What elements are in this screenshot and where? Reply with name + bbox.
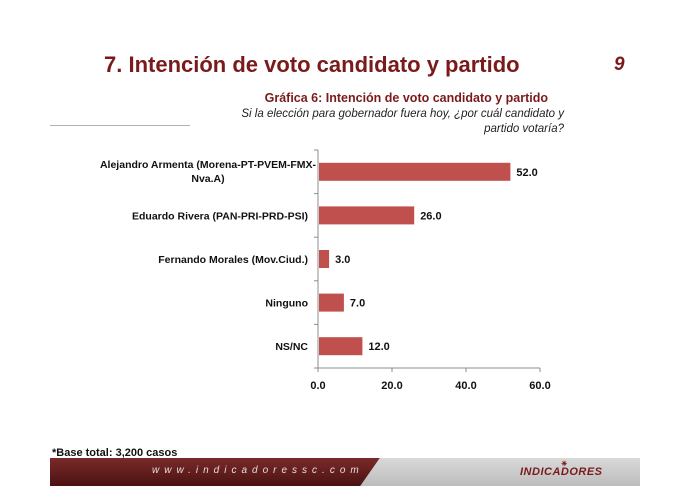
footnote-base: *Base total: 3,200 casos bbox=[52, 447, 178, 459]
logo-swirl-icon: ⁕ bbox=[560, 459, 569, 470]
chart-title: Gráfica 6: Intención de voto candidato y… bbox=[264, 91, 548, 105]
page-number: 9 bbox=[614, 54, 625, 75]
category-label: Alejandro Armenta (Morena-PT-PVEM-FMX-Nv… bbox=[100, 159, 317, 185]
indicadores-logo: INDICADORES bbox=[520, 466, 603, 478]
bar-value-label: 52.0 bbox=[516, 167, 537, 179]
category-label: Eduardo Rivera (PAN-PRI-PRD-PSI) bbox=[132, 210, 308, 222]
bar-value-label: 12.0 bbox=[368, 341, 389, 353]
category-label: Ninguno bbox=[265, 298, 308, 310]
x-tick-label: 20.0 bbox=[381, 380, 402, 392]
bar bbox=[319, 162, 511, 181]
footer-band: www.indicadoressc.com INDICADORES ⁕ bbox=[50, 458, 640, 486]
bar bbox=[319, 337, 363, 356]
bar-value-label: 3.0 bbox=[335, 254, 350, 266]
category-label: NS/NC bbox=[275, 341, 308, 353]
bar-chart: 0.0 20.0 40.0 60.0 52.0 Alejandro Armenta (Mo… bbox=[100, 149, 551, 392]
bar bbox=[319, 206, 415, 225]
decorative-divider bbox=[50, 125, 190, 126]
chart-subtitle: Si la elección para gobernador fuera hoy… bbox=[241, 108, 564, 135]
footer-url: www.indicadoressc.com bbox=[152, 465, 364, 476]
bar bbox=[319, 293, 344, 312]
bar-value-label: 7.0 bbox=[350, 298, 365, 310]
category-label: Fernando Morales (Mov.Ciud.) bbox=[158, 254, 308, 266]
bar bbox=[319, 250, 330, 268]
x-tick-label: 60.0 bbox=[529, 380, 550, 392]
bar-value-label: 26.0 bbox=[420, 210, 441, 222]
x-tick-label: 0.0 bbox=[310, 380, 325, 392]
slide-title: 7. Intención de voto candidato y partido bbox=[104, 52, 520, 77]
x-tick-label: 40.0 bbox=[455, 380, 476, 392]
